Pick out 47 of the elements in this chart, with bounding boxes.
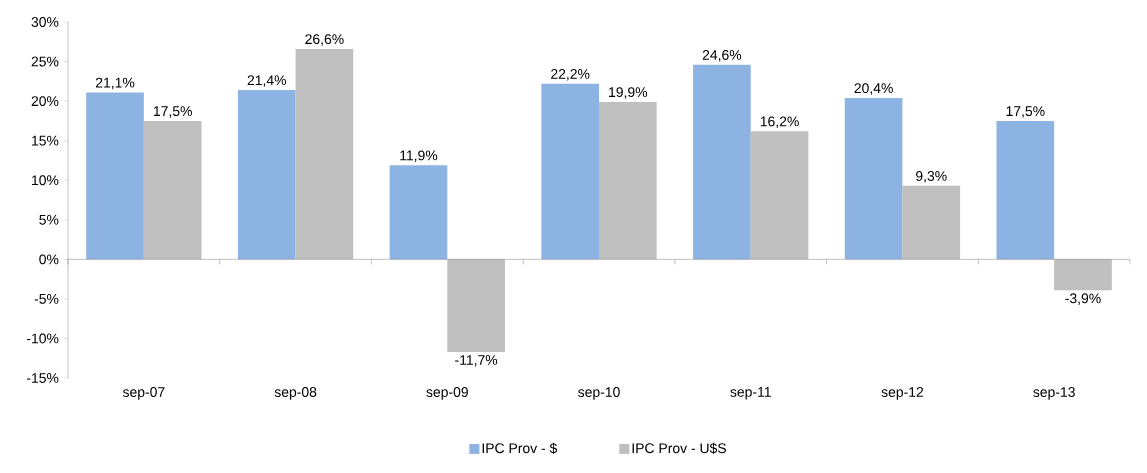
x-tick-label: sep-07 xyxy=(122,387,165,400)
bar xyxy=(389,165,448,260)
x-tick-label: sep-09 xyxy=(426,387,468,400)
x-tick-label: sep-13 xyxy=(1033,387,1075,400)
bar xyxy=(541,83,599,260)
y-tick-label: -10% xyxy=(26,333,59,344)
bar xyxy=(750,131,809,260)
y-tick-label: 5% xyxy=(39,214,59,225)
data-label: 24,6% xyxy=(702,49,742,62)
data-label: 20,4% xyxy=(854,83,893,95)
bar xyxy=(1054,259,1112,291)
data-label: 16,2% xyxy=(760,116,799,128)
data-label: 17,5% xyxy=(1006,106,1045,118)
y-tick-label: 25% xyxy=(31,56,59,67)
y-tick-label: -15% xyxy=(26,373,59,383)
x-tick-label: sep-10 xyxy=(578,387,620,400)
data-label: -11,7% xyxy=(455,355,498,367)
bar xyxy=(237,90,296,260)
data-label: 17,5% xyxy=(153,106,192,118)
x-tick-label: sep-08 xyxy=(274,387,317,400)
bar xyxy=(996,120,1055,260)
data-label: 9,3% xyxy=(916,171,947,183)
y-tick-label: 30% xyxy=(31,17,59,27)
legend-label: IPC Prov - U$S xyxy=(632,442,726,454)
bar xyxy=(295,48,354,260)
y-tick-label: 20% xyxy=(31,96,59,107)
y-tick-label: 15% xyxy=(32,135,59,146)
bar xyxy=(86,92,144,260)
data-label: 11,9% xyxy=(400,150,438,162)
legend-label: IPC Prov - $ xyxy=(482,442,558,454)
data-label: 26,6% xyxy=(305,34,344,46)
bar xyxy=(599,101,657,260)
y-tick-label: 0% xyxy=(39,254,59,265)
data-label: 22,2% xyxy=(551,68,590,81)
y-tick-label: -5% xyxy=(34,293,59,304)
data-label: 21,1% xyxy=(95,77,135,90)
bar xyxy=(902,185,961,260)
bar xyxy=(447,259,505,352)
bar xyxy=(844,97,903,260)
data-label: 19,9% xyxy=(609,87,648,99)
data-label: -3,9% xyxy=(1065,293,1101,305)
bar xyxy=(693,64,751,260)
x-tick-label: sep-12 xyxy=(881,387,924,400)
x-tick-label: sep-11 xyxy=(730,387,771,400)
data-label: 21,4% xyxy=(247,75,287,87)
y-tick-label: 10% xyxy=(32,175,59,186)
bar xyxy=(143,120,202,260)
